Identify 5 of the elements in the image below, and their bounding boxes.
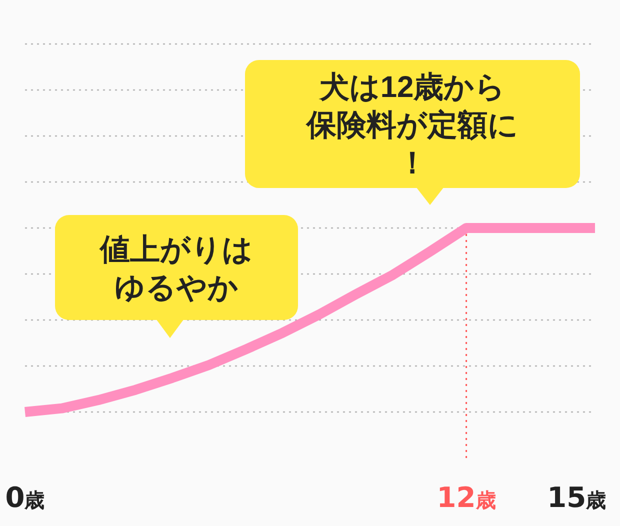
annotation: 値上がりはゆるやか <box>99 234 253 304</box>
text: 犬は12歳から保険料が定額に！ <box>306 71 518 180</box>
x-tick-label: 15歳 <box>547 481 606 514</box>
x-tick-label: 0歳 <box>5 481 45 514</box>
x-tick-label: 12歳 <box>436 481 496 514</box>
